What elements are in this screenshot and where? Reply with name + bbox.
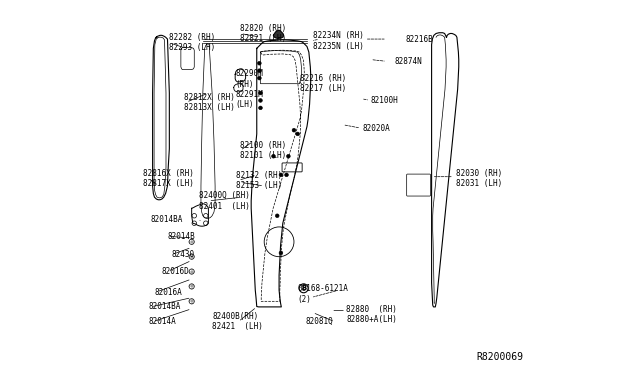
- Circle shape: [257, 76, 261, 80]
- Text: 82081Q: 82081Q: [305, 317, 333, 326]
- Text: 82216B: 82216B: [406, 35, 433, 44]
- Text: 82820 (RH)
82821 (LH): 82820 (RH) 82821 (LH): [240, 24, 286, 43]
- Text: 82014A: 82014A: [149, 317, 177, 326]
- Circle shape: [271, 154, 275, 158]
- Circle shape: [259, 99, 262, 102]
- Text: 82020A: 82020A: [363, 124, 390, 133]
- Text: 82014BA: 82014BA: [151, 215, 183, 224]
- Text: 82816X (RH)
82817X (LH): 82816X (RH) 82817X (LH): [143, 169, 194, 188]
- Text: 82014B: 82014B: [168, 232, 195, 241]
- Circle shape: [259, 91, 262, 95]
- Text: 82100H: 82100H: [370, 96, 398, 105]
- Text: 82812X (RH)
82813X (LH): 82812X (RH) 82813X (LH): [184, 93, 235, 112]
- Circle shape: [279, 173, 283, 177]
- Circle shape: [257, 69, 261, 73]
- Text: 82282 (RH)
82293 (LH): 82282 (RH) 82293 (LH): [170, 33, 216, 52]
- Text: 82400Q (RH)
82401  (LH): 82400Q (RH) 82401 (LH): [199, 191, 250, 211]
- Circle shape: [275, 214, 279, 218]
- Text: B: B: [301, 285, 307, 291]
- Text: 82132 (RH)
82153 (LH): 82132 (RH) 82153 (LH): [236, 171, 282, 190]
- Text: 82880  (RH)
82880+A(LH): 82880 (RH) 82880+A(LH): [346, 305, 397, 324]
- Circle shape: [285, 173, 289, 177]
- Text: R8200069: R8200069: [476, 352, 524, 362]
- Text: 08168-6121A
(2): 08168-6121A (2): [298, 284, 349, 304]
- Text: 82100 (RH)
82101 (LH): 82100 (RH) 82101 (LH): [240, 141, 286, 160]
- Text: 82430: 82430: [172, 250, 195, 259]
- Text: 82234N (RH)
82235N (LH): 82234N (RH) 82235N (LH): [312, 31, 364, 51]
- Text: 82014BA: 82014BA: [149, 302, 181, 311]
- Polygon shape: [273, 31, 284, 38]
- Text: 82016D: 82016D: [162, 267, 189, 276]
- Circle shape: [292, 128, 296, 132]
- Text: 82400B(RH)
82421  (LH): 82400B(RH) 82421 (LH): [212, 312, 263, 331]
- Circle shape: [287, 154, 291, 158]
- Text: 82030 (RH)
82031 (LH): 82030 (RH) 82031 (LH): [456, 169, 502, 188]
- Text: 82874N: 82874N: [394, 57, 422, 66]
- Circle shape: [296, 132, 300, 136]
- Text: 82216 (RH)
82217 (LH): 82216 (RH) 82217 (LH): [300, 74, 346, 93]
- Circle shape: [257, 61, 261, 65]
- Text: 82016A: 82016A: [154, 288, 182, 296]
- Circle shape: [279, 251, 283, 255]
- Circle shape: [259, 106, 262, 110]
- Text: 82290M
(RH)
82291M
(LH): 82290M (RH) 82291M (LH): [235, 69, 263, 109]
